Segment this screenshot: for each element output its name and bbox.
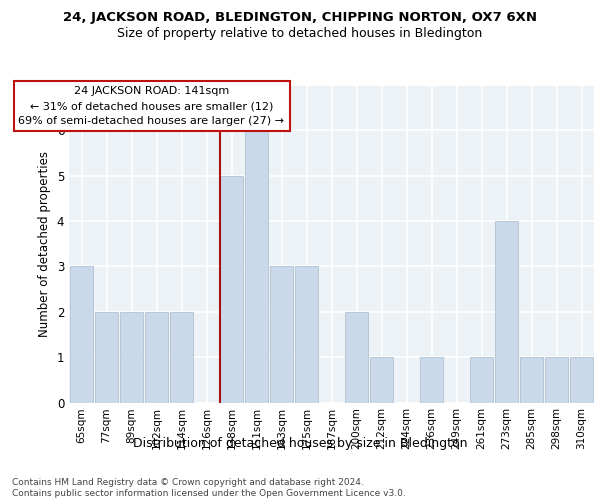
Bar (344, 312, 368, 402)
Bar (419, 357, 443, 403)
Bar (119, 312, 143, 402)
Bar (569, 357, 593, 403)
Bar (170, 312, 193, 402)
Bar (520, 357, 544, 403)
Bar (470, 357, 493, 403)
Bar (545, 357, 568, 403)
Text: 24 JACKSON ROAD: 141sqm
← 31% of detached houses are smaller (12)
69% of semi-de: 24 JACKSON ROAD: 141sqm ← 31% of detache… (19, 86, 284, 126)
Bar (269, 266, 293, 402)
Bar (145, 312, 169, 402)
Text: Contains HM Land Registry data © Crown copyright and database right 2024.
Contai: Contains HM Land Registry data © Crown c… (12, 478, 406, 498)
Bar (95, 312, 118, 402)
Bar (220, 176, 244, 402)
Text: Size of property relative to detached houses in Bledington: Size of property relative to detached ho… (118, 28, 482, 40)
Bar (70, 266, 94, 402)
Bar (370, 357, 394, 403)
Text: 24, JACKSON ROAD, BLEDINGTON, CHIPPING NORTON, OX7 6XN: 24, JACKSON ROAD, BLEDINGTON, CHIPPING N… (63, 11, 537, 24)
Bar (245, 130, 268, 402)
Text: Distribution of detached houses by size in Bledington: Distribution of detached houses by size … (133, 438, 467, 450)
Bar (494, 221, 518, 402)
Bar (295, 266, 319, 402)
Y-axis label: Number of detached properties: Number of detached properties (38, 151, 51, 337)
